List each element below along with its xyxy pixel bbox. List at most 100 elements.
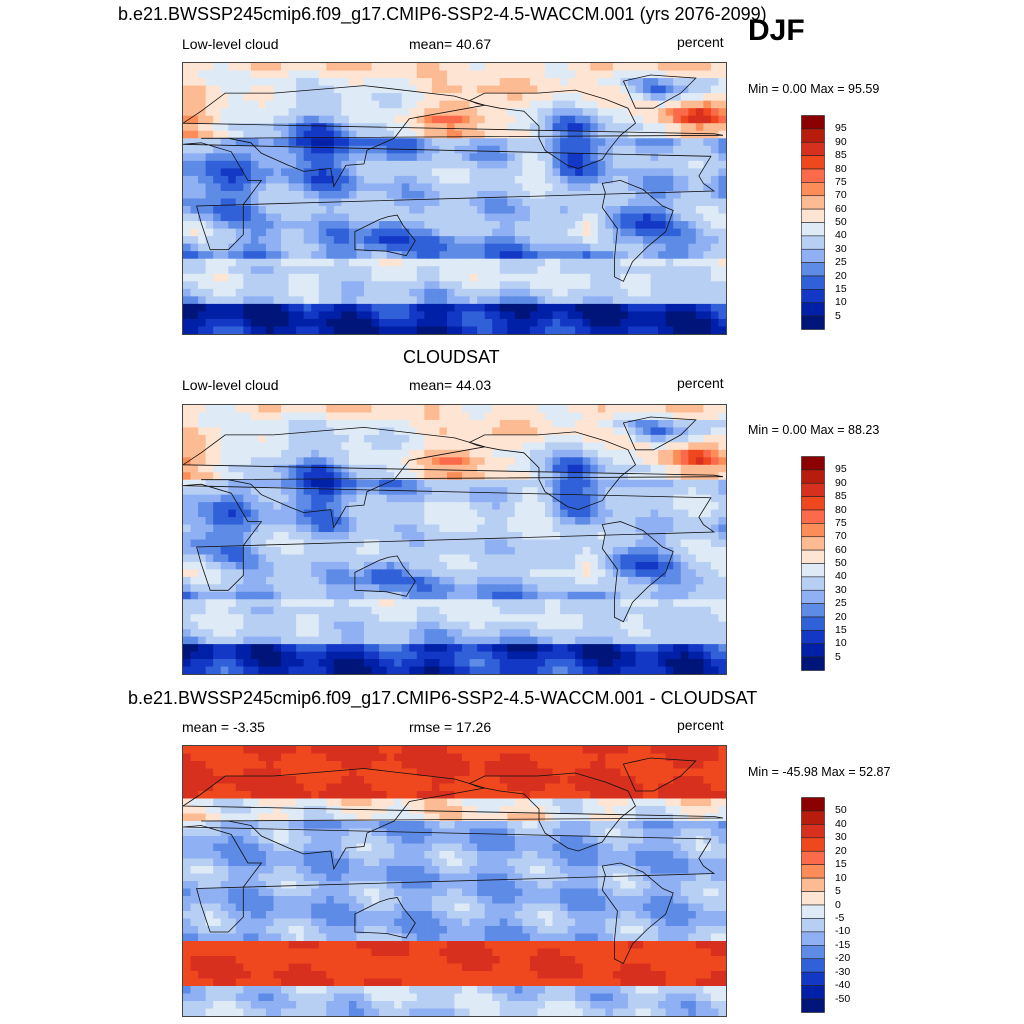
map-cell — [514, 591, 523, 600]
map-cell — [507, 464, 516, 473]
map-cell — [492, 236, 501, 245]
map-cell — [424, 160, 433, 169]
map-cell — [462, 93, 471, 102]
map-cell — [439, 266, 448, 275]
map-cell — [348, 569, 358, 578]
map-cell — [703, 405, 712, 414]
map-cell — [379, 190, 388, 200]
map-cell — [484, 442, 493, 451]
map-cell — [288, 303, 297, 313]
map-cell — [635, 487, 644, 496]
map-cell — [265, 584, 275, 593]
map-cell — [454, 266, 463, 275]
map-cell — [695, 464, 704, 473]
map-cell — [190, 303, 199, 313]
map-cell — [575, 599, 584, 608]
map-cell — [627, 561, 637, 570]
map-cell — [552, 629, 561, 638]
map-cell — [326, 584, 335, 593]
map-cell — [537, 281, 546, 290]
map-cell — [597, 318, 606, 328]
map-cell — [537, 591, 546, 600]
map-cell — [537, 130, 546, 139]
map-cell — [680, 303, 689, 313]
map-cell — [537, 153, 546, 162]
map-cell — [190, 636, 199, 645]
map-cell — [213, 479, 222, 488]
map-cell — [484, 168, 493, 177]
map-cell — [567, 318, 576, 328]
map-cell — [529, 517, 539, 526]
colorbar-tick-label: 20 — [835, 269, 847, 282]
map-cell — [665, 311, 674, 320]
map-cell — [454, 419, 463, 429]
map-cell — [220, 153, 229, 162]
map-cell — [364, 576, 373, 585]
map-cell — [462, 569, 471, 578]
map-cell — [273, 123, 282, 132]
map-cell — [703, 63, 712, 72]
map-cell — [688, 532, 697, 541]
map-cell — [431, 494, 441, 503]
map-cell — [620, 183, 629, 192]
map-cell — [529, 449, 539, 458]
map-cell — [439, 584, 448, 593]
map-cell — [514, 243, 523, 252]
map-cell — [250, 138, 260, 147]
map-cell — [650, 405, 659, 414]
map-cell — [605, 251, 614, 260]
map-cell — [243, 213, 252, 222]
map-cell — [552, 85, 561, 94]
map-cell — [605, 168, 614, 177]
map-cell — [265, 419, 275, 429]
map-cell — [386, 472, 395, 481]
map-cell — [560, 427, 569, 436]
map-cell — [552, 168, 561, 177]
map-cell — [183, 183, 192, 192]
map-cell — [228, 251, 237, 260]
map-cell — [326, 123, 335, 132]
map-cell — [198, 243, 207, 252]
map-cell — [250, 494, 260, 503]
map-cell — [688, 636, 697, 645]
map-cell — [658, 584, 667, 593]
map-cell — [680, 326, 689, 334]
map-cell — [650, 160, 659, 169]
map-cell — [281, 539, 290, 548]
map-cell — [590, 569, 599, 578]
map-cell — [635, 629, 644, 638]
map-cell — [710, 100, 720, 109]
map-cell — [371, 63, 380, 72]
map-cell — [198, 100, 207, 109]
map-cell — [409, 629, 418, 638]
map-cell — [235, 228, 244, 237]
map-cell — [220, 130, 229, 139]
map-cell — [341, 644, 350, 653]
map-cell — [409, 296, 418, 305]
map-cell — [627, 494, 637, 503]
map-cell — [326, 198, 335, 207]
map-cell — [567, 93, 576, 102]
map-cell — [605, 546, 614, 556]
map-cell — [394, 311, 403, 320]
map-cell — [499, 502, 508, 511]
map-cell — [673, 175, 682, 185]
map-cell — [311, 78, 320, 87]
map-cell — [439, 472, 448, 481]
map-cell — [710, 168, 720, 177]
map-cell — [477, 419, 486, 429]
map-cell — [303, 644, 312, 653]
map-cell — [643, 576, 652, 585]
map-cell — [507, 78, 516, 87]
map-cell — [514, 296, 523, 305]
colorbar-tick-label: 75 — [835, 175, 847, 188]
map-cell — [492, 85, 501, 94]
map-cell — [333, 405, 342, 414]
map-cell — [333, 599, 342, 608]
map-cell — [718, 509, 726, 518]
map-cell — [394, 524, 403, 533]
map-cell — [469, 569, 478, 578]
map-cell — [718, 427, 726, 436]
map-cell — [183, 434, 192, 443]
map-cell — [718, 576, 726, 585]
